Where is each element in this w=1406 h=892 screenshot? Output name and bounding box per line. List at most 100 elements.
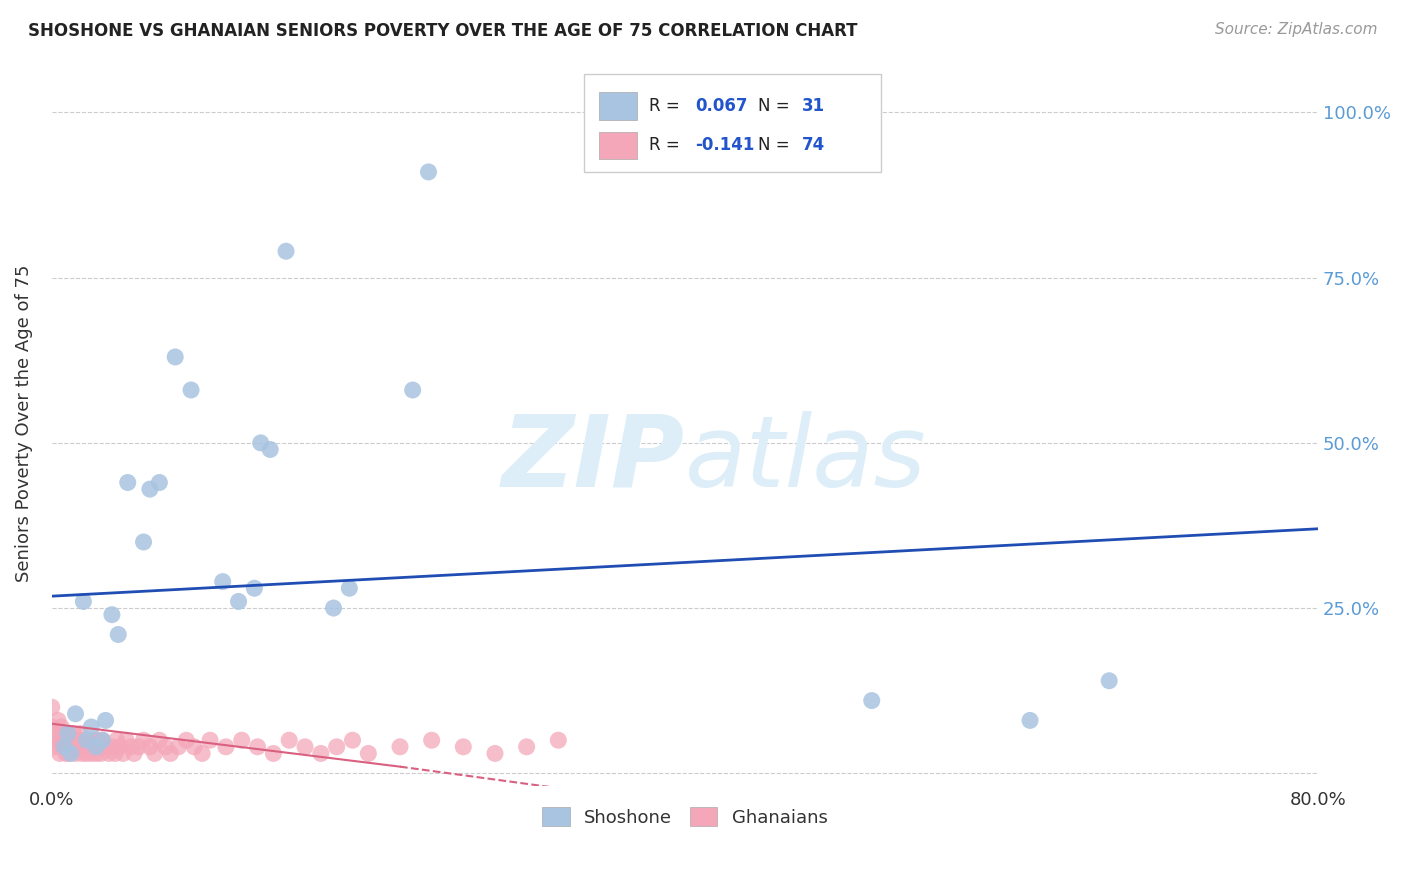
Text: -0.141: -0.141 xyxy=(695,136,755,154)
Legend: Shoshone, Ghanaians: Shoshone, Ghanaians xyxy=(533,798,837,836)
Point xyxy=(84,739,107,754)
Point xyxy=(72,739,94,754)
Point xyxy=(180,383,202,397)
Point xyxy=(56,726,79,740)
Point xyxy=(65,747,87,761)
Point xyxy=(243,581,266,595)
Point xyxy=(56,739,79,754)
Point xyxy=(402,383,425,397)
Point xyxy=(274,244,297,259)
Point xyxy=(59,733,82,747)
Point xyxy=(183,739,205,754)
Point xyxy=(90,747,112,761)
Point xyxy=(191,747,214,761)
Point xyxy=(63,726,86,740)
Point xyxy=(83,739,105,754)
Text: atlas: atlas xyxy=(685,411,927,508)
Text: SHOSHONE VS GHANAIAN SENIORS POVERTY OVER THE AGE OF 75 CORRELATION CHART: SHOSHONE VS GHANAIAN SENIORS POVERTY OVE… xyxy=(28,22,858,40)
Point xyxy=(211,574,233,589)
Point xyxy=(337,581,360,595)
Point xyxy=(105,733,128,747)
Point xyxy=(484,747,506,761)
Point xyxy=(44,739,66,754)
Point xyxy=(418,165,440,179)
Point xyxy=(294,739,316,754)
Y-axis label: Seniors Poverty Over the Age of 75: Seniors Poverty Over the Age of 75 xyxy=(15,264,32,582)
Point xyxy=(322,601,344,615)
Point xyxy=(132,733,155,747)
Point xyxy=(108,739,131,754)
Point xyxy=(128,739,150,754)
Text: 31: 31 xyxy=(801,97,824,115)
Point xyxy=(176,733,198,747)
Point xyxy=(167,739,190,754)
Point xyxy=(165,350,187,364)
Point xyxy=(41,700,63,714)
Bar xyxy=(599,131,637,159)
Point xyxy=(246,739,269,754)
Point xyxy=(52,726,75,740)
Point xyxy=(73,733,96,747)
Point xyxy=(76,747,98,761)
Point xyxy=(41,720,63,734)
Point xyxy=(547,733,569,747)
Point xyxy=(77,739,100,754)
Point xyxy=(80,747,103,761)
Text: 0.067: 0.067 xyxy=(695,97,748,115)
Point xyxy=(388,739,411,754)
Point xyxy=(516,739,538,754)
Point xyxy=(1019,714,1042,728)
Point xyxy=(82,733,104,747)
Point xyxy=(69,726,91,740)
Point xyxy=(148,475,170,490)
Point xyxy=(132,535,155,549)
Point xyxy=(45,726,67,740)
Point xyxy=(89,739,111,754)
Point xyxy=(325,739,347,754)
Text: 74: 74 xyxy=(801,136,825,154)
Text: ZIP: ZIP xyxy=(502,411,685,508)
Text: N =: N = xyxy=(758,136,796,154)
Bar xyxy=(583,74,882,172)
Text: R =: R = xyxy=(650,97,686,115)
Point xyxy=(420,733,443,747)
Point xyxy=(59,747,82,761)
Point xyxy=(309,747,332,761)
Point xyxy=(101,607,124,622)
Point xyxy=(101,739,124,754)
Point xyxy=(249,435,271,450)
Point xyxy=(117,475,139,490)
Point xyxy=(1098,673,1121,688)
Point xyxy=(259,442,281,457)
Point xyxy=(139,482,162,496)
Point xyxy=(72,594,94,608)
Point xyxy=(94,739,117,754)
Point xyxy=(148,733,170,747)
Point xyxy=(159,747,181,761)
Point xyxy=(60,739,83,754)
Point xyxy=(91,733,114,747)
Point xyxy=(58,747,80,761)
Point xyxy=(70,747,93,761)
Point xyxy=(86,733,108,747)
Point xyxy=(104,747,127,761)
Point xyxy=(143,747,166,761)
Point xyxy=(139,739,162,754)
Point xyxy=(53,739,76,754)
Point xyxy=(94,714,117,728)
Text: N =: N = xyxy=(758,97,796,115)
Point xyxy=(860,693,883,707)
Point xyxy=(84,747,107,761)
Point xyxy=(155,739,177,754)
Point xyxy=(53,733,76,747)
Point xyxy=(107,627,129,641)
Bar xyxy=(599,92,637,120)
Point xyxy=(228,594,250,608)
Point xyxy=(198,733,221,747)
Point xyxy=(56,726,79,740)
Point xyxy=(67,739,90,754)
Point xyxy=(91,733,114,747)
Point xyxy=(115,733,138,747)
Point xyxy=(80,720,103,734)
Text: Source: ZipAtlas.com: Source: ZipAtlas.com xyxy=(1215,22,1378,37)
